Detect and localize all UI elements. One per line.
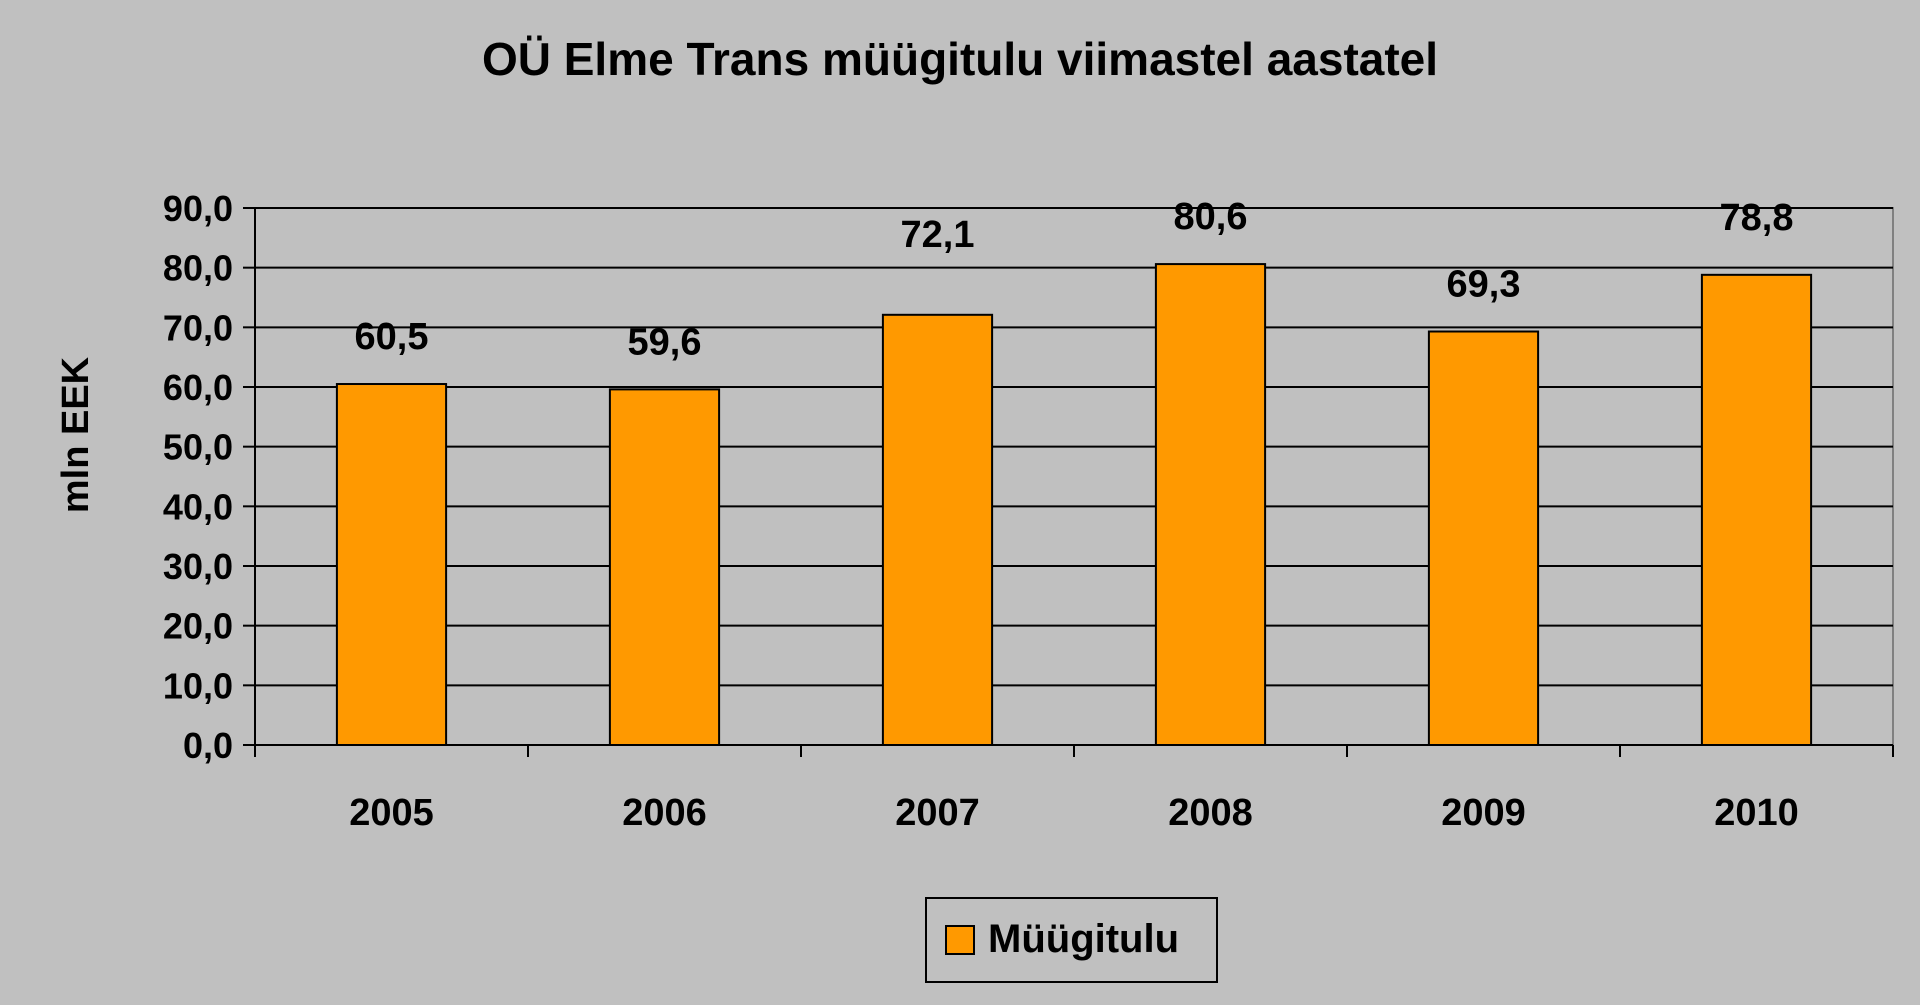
bar-2010 xyxy=(1700,273,1813,746)
y-tick-label: 50,0 xyxy=(163,427,233,468)
x-tick-label: 2005 xyxy=(349,792,434,834)
y-tick-label: 70,0 xyxy=(163,307,233,348)
x-tick-label: 2010 xyxy=(1714,792,1799,834)
y-tick-label: 60,0 xyxy=(163,367,233,408)
plot-area xyxy=(254,207,1894,746)
y-tick-label: 80,0 xyxy=(163,248,233,289)
x-tick-label: 2006 xyxy=(622,792,707,834)
data-label: 78,8 xyxy=(1720,197,1794,239)
x-tick-label: 2009 xyxy=(1441,792,1526,834)
data-labels: 60,5 59,6 72,1 80,6 69,3 78,8 xyxy=(355,196,1794,363)
data-label: 59,6 xyxy=(628,321,702,363)
data-label: 72,1 xyxy=(901,214,975,256)
x-tick-label: 2008 xyxy=(1168,792,1253,834)
legend-label: Müügitulu xyxy=(988,917,1179,961)
plot-area-background xyxy=(254,207,1894,746)
bar-2007 xyxy=(881,313,994,746)
axes xyxy=(243,207,1894,757)
chart-title: OÜ Elme Trans müügitulu viimastel aastat… xyxy=(482,33,1438,85)
bar-2009 xyxy=(1427,330,1540,746)
y-tick-label: 0,0 xyxy=(183,725,233,766)
y-tick-label: 40,0 xyxy=(163,486,233,527)
gridlines xyxy=(255,207,1893,746)
data-label: 80,6 xyxy=(1174,196,1248,238)
y-tick-label: 10,0 xyxy=(163,665,233,706)
data-label: 60,5 xyxy=(355,316,429,358)
y-tick-label: 30,0 xyxy=(163,546,233,587)
bar-2008 xyxy=(1154,263,1267,746)
bar-2005 xyxy=(335,383,448,746)
x-tick-label: 2007 xyxy=(895,792,980,834)
legend-swatch xyxy=(945,925,975,955)
bar-2006 xyxy=(608,388,721,746)
data-label: 69,3 xyxy=(1447,264,1521,306)
y-tick-label: 90,0 xyxy=(163,188,233,229)
x-tick-labels: 2005 2006 2007 2008 2009 2010 xyxy=(349,792,1799,834)
y-tick-labels: 0,0 10,0 20,0 30,0 40,0 50,0 60,0 70,0 80,0 90,0 xyxy=(163,188,233,766)
y-axis-label: mln EEK xyxy=(55,356,97,513)
legend: Müügitulu xyxy=(925,897,1218,983)
y-tick-label: 20,0 xyxy=(163,606,233,647)
